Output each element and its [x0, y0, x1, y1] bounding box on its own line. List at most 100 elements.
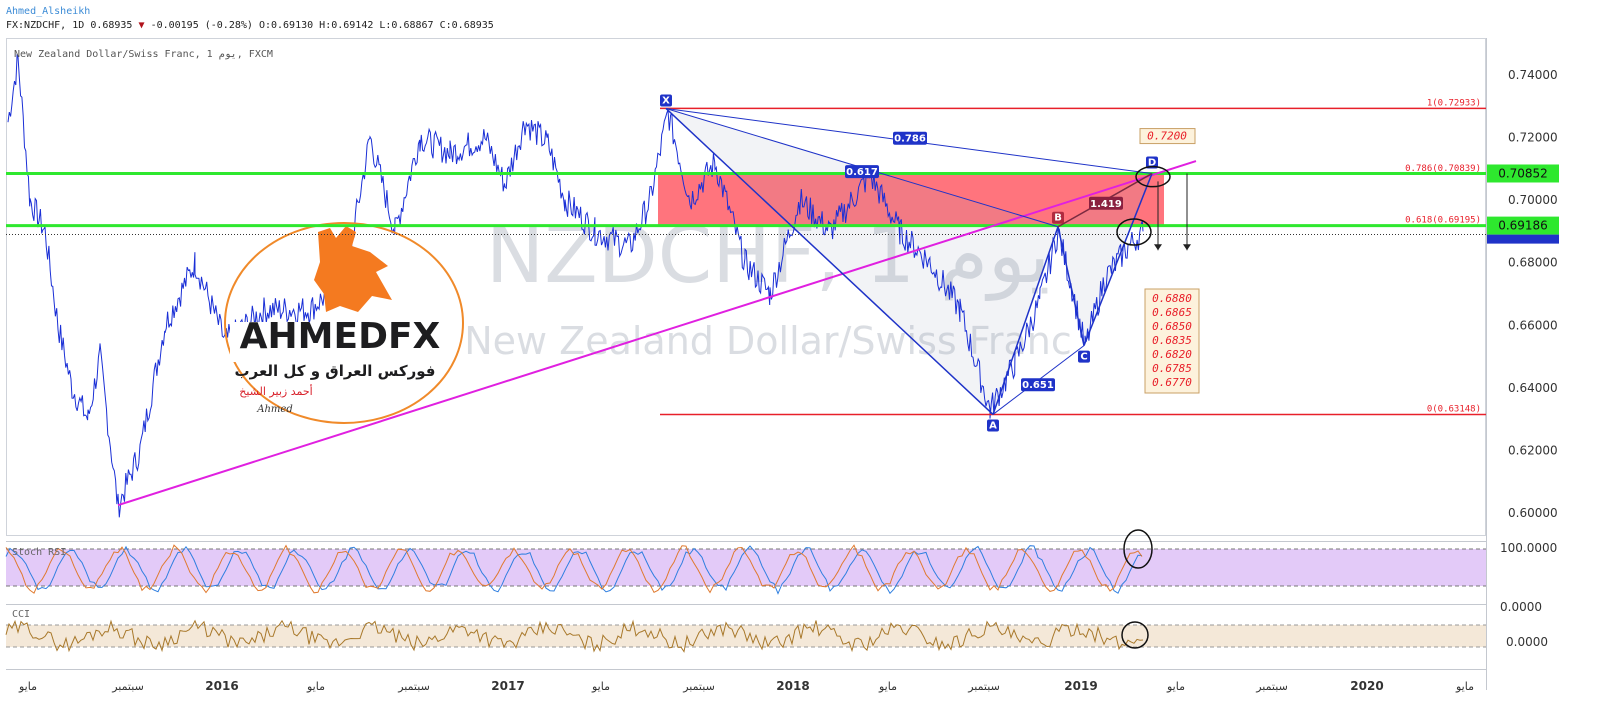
open-value: O:0.69130: [258, 20, 314, 31]
logo-tagline: فوركس العراق و كل العرب: [235, 362, 436, 380]
high-value: H:0.69142: [319, 20, 374, 31]
price-axis-tick: 0.64000: [1508, 381, 1558, 395]
price-tag-label: 0.70852: [1498, 166, 1548, 180]
price-axis-tick: 0.74000: [1508, 68, 1558, 82]
target-label: 0.7200: [1147, 130, 1187, 143]
targets-box: [1144, 288, 1200, 394]
pattern-leg-bc: [1057, 226, 1085, 346]
layer-price: [7, 54, 1144, 518]
target-value: 0.6880: [1152, 292, 1192, 305]
trendline: [117, 160, 1197, 507]
stoch-k-line: [5, 545, 1143, 595]
price-axis-tick: 0.72000: [1508, 131, 1558, 145]
fib-level-label: 0(0.63148): [1427, 405, 1481, 415]
pattern-ratio-label: 0.786: [894, 134, 926, 145]
logo-brand: AHMEDFX: [240, 316, 441, 357]
pattern-point-label: C: [1080, 352, 1087, 363]
time-axis-tick: سبتمبر: [967, 680, 1000, 693]
layer-draw: 1(0.72933) 0.786(0.70839) 0.618(0.69195) 0(…: [6, 94, 1486, 507]
price-axis-tick: 0.60000: [1508, 506, 1558, 520]
author-link[interactable]: Ahmed_Alsheikh: [6, 6, 90, 17]
logo-signature: Ahmed: [256, 404, 292, 415]
highlight-ellipse: [1135, 165, 1171, 188]
symbol-label[interactable]: FX:NZDCHF, 1D: [6, 20, 85, 31]
low-value: L:0.68867: [379, 20, 434, 31]
price-axis-tick: 0.62000: [1508, 443, 1558, 457]
down-arrow-icon: ▼: [138, 20, 145, 31]
pattern-point-label: A: [989, 420, 997, 431]
layer-axis: 0.74000 0.72000 0.70000 0.68000 0.66000 0.640…: [18, 68, 1559, 693]
target-value: 0.6785: [1152, 362, 1192, 375]
target-value: 0.6835: [1152, 334, 1192, 347]
pattern-point-label: B: [1054, 213, 1062, 224]
pattern-ratio-label: 0.617: [846, 167, 878, 178]
indicator-name: Stoch RSI: [12, 547, 66, 558]
highlight-ellipse: [1116, 218, 1152, 246]
author-name[interactable]: Ahmed_Alsheikh: [6, 6, 91, 17]
time-axis-tick: سبتمبر: [111, 680, 144, 693]
target-value: 0.6770: [1152, 376, 1192, 389]
last-price-tag: [1487, 234, 1559, 244]
target-value: 0.6865: [1152, 306, 1192, 319]
stoch-band: [6, 549, 1486, 586]
ohlc-legend: FX:NZDCHF, 1D 0.68935 ▼ -0.00195 (-0.28%…: [6, 20, 494, 31]
indicator-tick: 0.0000: [1506, 635, 1548, 649]
price-change: -0.00195 (-0.28%): [150, 20, 253, 31]
pattern-point-marker: [1078, 350, 1090, 363]
time-axis-tick: 2020: [1350, 679, 1383, 693]
pattern-point-marker: [660, 94, 672, 107]
logo-band: [230, 322, 446, 362]
pattern-point-marker: [1052, 211, 1064, 224]
indicator-tick: 100.0000: [1500, 541, 1557, 555]
highlight-ellipse: [1121, 621, 1149, 649]
pattern-point-label: D: [1148, 158, 1156, 169]
time-axis-tick: مايو: [18, 680, 37, 693]
chart-title: New Zealand Dollar/Swiss Franc, 1 يوم, F…: [14, 49, 273, 60]
target-value: 0.6820: [1152, 348, 1192, 361]
layer-ind: Stoch RSI CCI 100.0000 0.0000 0.0000: [5, 529, 1557, 653]
price-axis-tick: 0.70000: [1508, 193, 1558, 207]
indicator-name: CCI: [12, 609, 30, 620]
pattern-point-marker: [987, 419, 999, 432]
arrow-down-icon: [1183, 244, 1191, 251]
fib-level-label: 1(0.72933): [1427, 98, 1481, 108]
target-value: 0.6850: [1152, 320, 1192, 333]
time-axis-tick: مايو: [306, 680, 325, 693]
pattern-fill-bcd: [1058, 173, 1152, 346]
bull-bear-icon: [314, 226, 392, 312]
price-pane-frame: [6, 38, 1486, 536]
pattern-ratio-label: 1.419: [1090, 199, 1122, 210]
fib-level-label: 0.618(0.69195): [1405, 215, 1481, 225]
pattern-leg-ab: [992, 226, 1059, 415]
close-value: C:0.68935: [439, 20, 494, 31]
price-tag: [1487, 164, 1559, 183]
logo-ring: [224, 222, 464, 424]
pattern-leg-xa: [665, 107, 994, 415]
pattern-leg-cd: [1083, 173, 1153, 346]
pattern-ratio-marker: [845, 165, 879, 179]
pattern-ratio-marker: [1021, 378, 1055, 392]
time-axis-tick: مايو: [878, 680, 897, 693]
pattern-ratio-marker: [1089, 196, 1123, 210]
price-line: [7, 54, 1144, 518]
price-tag-label: 0.69186: [1498, 219, 1548, 233]
stoch-d-line: [5, 544, 1143, 594]
time-axis-tick: 2019: [1064, 679, 1097, 693]
time-axis-tick: 2018: [776, 679, 809, 693]
pattern-fill-xab: [666, 108, 1058, 415]
time-axis-tick: 2017: [491, 679, 524, 693]
fib-level-label: 0.786(0.70839): [1405, 164, 1481, 174]
time-axis-tick: سبتمبر: [1255, 680, 1288, 693]
time-axis-tick: مايو: [1455, 680, 1474, 693]
pattern-ratio-label: 0.651: [1022, 380, 1054, 391]
last-price: 0.68935: [90, 20, 133, 31]
ahmedfx-logo: AHMEDFX فوركس العراق و كل العرب أحمد زبي…: [224, 222, 464, 424]
time-axis-tick: سبتمبر: [682, 680, 715, 693]
pattern-point-marker: [1146, 156, 1158, 169]
pattern-ratio-marker: [893, 131, 927, 145]
pattern-point-label: X: [662, 95, 670, 106]
time-axis-tick: 2016: [205, 679, 238, 693]
price-axis-tick: 0.68000: [1508, 256, 1558, 270]
logo-name: أحمد زبير الشيخ: [239, 384, 312, 398]
